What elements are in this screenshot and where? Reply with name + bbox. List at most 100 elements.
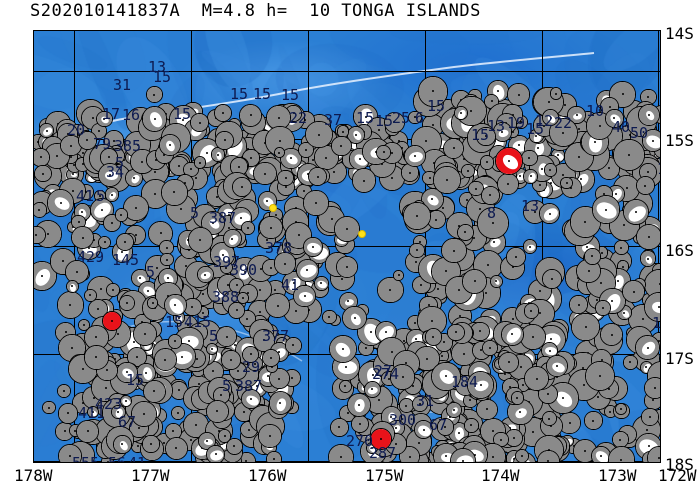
focal-mechanism-beachball xyxy=(550,87,563,100)
mechanism-center-dot xyxy=(137,426,140,429)
focal-mechanism-beachball xyxy=(454,106,468,121)
figure-title: S202010141837A M=4.8 h= 10 TONGA ISLANDS xyxy=(30,1,481,21)
focal-mechanism-beachball xyxy=(258,424,282,448)
focal-mechanism-beachball xyxy=(635,224,660,251)
focal-mechanism-beachball xyxy=(253,162,277,186)
event-id-label: 15 xyxy=(526,120,545,138)
mechanism-center-dot xyxy=(657,305,660,308)
event-id-label: 22 xyxy=(554,114,573,132)
event-id-label: 5 xyxy=(209,327,219,345)
mechanism-center-dot xyxy=(584,326,587,329)
event-id-label: 37 xyxy=(324,111,343,129)
mechanism-center-dot xyxy=(91,117,94,120)
event-id-label: 388 xyxy=(212,288,240,306)
mechanism-center-dot xyxy=(452,249,455,252)
mechanism-center-dot xyxy=(263,172,266,175)
mechanism-center-dot xyxy=(614,193,617,196)
focal-mechanism-beachball xyxy=(161,179,188,206)
focal-mechanism-beachball xyxy=(383,111,406,133)
mechanism-center-dot xyxy=(602,306,605,309)
focal-mechanism-beachball xyxy=(225,437,243,455)
focal-mechanism-beachball xyxy=(461,164,475,179)
mechanism-center-dot xyxy=(116,333,119,336)
mechanism-center-dot xyxy=(182,118,185,121)
event-id-label: 15 xyxy=(375,112,394,130)
mechanism-center-dot xyxy=(153,171,156,174)
focal-mechanism-beachball xyxy=(447,323,465,341)
mechanism-center-dot xyxy=(408,171,411,174)
mechanism-center-dot xyxy=(547,460,550,462)
focal-mechanism-beachball xyxy=(170,405,185,421)
mechanism-center-dot xyxy=(283,262,286,265)
mechanism-center-dot xyxy=(535,377,538,380)
map-plot-area[interactable]: 31 15 13 17 16 20 79 385 15 15 15 15 22 37 15 15 25 6 15 15… xyxy=(33,30,661,463)
focal-mechanism-beachball xyxy=(39,123,55,138)
focal-mechanism-beachball xyxy=(153,348,177,371)
mechanism-center-dot xyxy=(263,141,266,144)
focal-mechanism-beachball xyxy=(496,172,520,196)
mechanism-center-dot xyxy=(452,147,455,150)
mechanism-center-dot xyxy=(48,406,51,409)
event-id-label: 5 xyxy=(222,377,232,395)
focal-mechanism-beachball xyxy=(409,242,425,259)
event-id-label: 287 xyxy=(369,444,397,462)
mechanism-center-dot xyxy=(514,255,517,258)
focal-mechanism-beachball xyxy=(505,246,527,268)
mechanism-center-dot xyxy=(384,330,387,333)
mechanism-center-dot xyxy=(358,158,361,161)
mechanism-center-dot xyxy=(578,127,581,130)
mechanism-center-dot xyxy=(523,462,525,463)
focal-mechanism-beachball xyxy=(479,154,495,170)
mechanism-center-dot xyxy=(472,237,475,240)
mechanism-center-dot xyxy=(69,144,72,147)
focal-mechanism-beachball xyxy=(377,276,404,304)
event-id-label: 16 xyxy=(122,106,141,124)
focal-mechanism-beachball xyxy=(424,328,442,346)
focal-mechanism-beachball xyxy=(214,103,233,122)
focal-mechanism-beachball xyxy=(641,408,659,426)
mechanism-center-dot xyxy=(268,434,271,437)
mechanism-center-dot xyxy=(70,346,73,349)
event-id-label: 377 xyxy=(262,327,290,345)
event-id-label: 15 xyxy=(126,371,145,389)
event-id-label: 31 xyxy=(113,76,132,94)
mechanism-center-dot xyxy=(457,289,460,292)
event-id-label: 4 xyxy=(58,461,67,463)
focal-mechanism-beachball xyxy=(322,309,337,325)
mechanism-center-dot xyxy=(390,350,393,353)
mechanism-center-dot xyxy=(222,111,225,114)
focal-mechanism-beachball xyxy=(376,144,392,160)
event-id-label: 145 xyxy=(112,251,140,269)
event-id-label: 17 xyxy=(102,105,121,123)
mechanism-center-dot xyxy=(325,156,328,159)
epicentre-marker xyxy=(358,230,366,238)
mechanism-center-dot xyxy=(519,174,522,177)
focal-mechanism-beachball xyxy=(635,175,655,196)
event-id-label: 41 xyxy=(76,187,95,205)
mechanism-center-dot xyxy=(646,170,649,173)
focal-mechanism-beachball xyxy=(612,139,645,172)
mechanism-center-dot xyxy=(479,383,482,386)
mechanism-center-dot xyxy=(660,419,661,421)
focal-mechanism-beachball xyxy=(569,295,588,314)
focal-mechanism-beachball xyxy=(638,103,660,126)
mechanism-center-dot xyxy=(112,139,115,142)
focal-mechanism-beachball xyxy=(83,288,97,302)
mechanism-center-dot xyxy=(216,153,219,156)
mechanism-center-dot xyxy=(380,438,382,440)
mechanism-center-dot xyxy=(311,245,314,248)
focal-mechanism-beachball xyxy=(476,398,498,421)
mechanism-center-dot xyxy=(225,335,228,338)
mechanism-center-dot xyxy=(430,462,432,463)
focal-mechanism-beachball xyxy=(261,349,280,368)
focal-mechanism-beachball xyxy=(342,305,367,331)
focal-mechanism-beachball xyxy=(614,240,629,255)
mechanism-center-dot xyxy=(166,276,169,279)
mechanism-center-dot xyxy=(303,294,306,297)
event-id-label: 50 xyxy=(630,124,649,142)
event-id-label: 5 xyxy=(96,187,106,205)
mechanism-center-dot xyxy=(150,442,153,445)
focal-mechanism-beachball xyxy=(115,232,135,251)
event-id-label: 27 xyxy=(374,362,393,380)
mechanism-center-dot xyxy=(519,366,522,369)
